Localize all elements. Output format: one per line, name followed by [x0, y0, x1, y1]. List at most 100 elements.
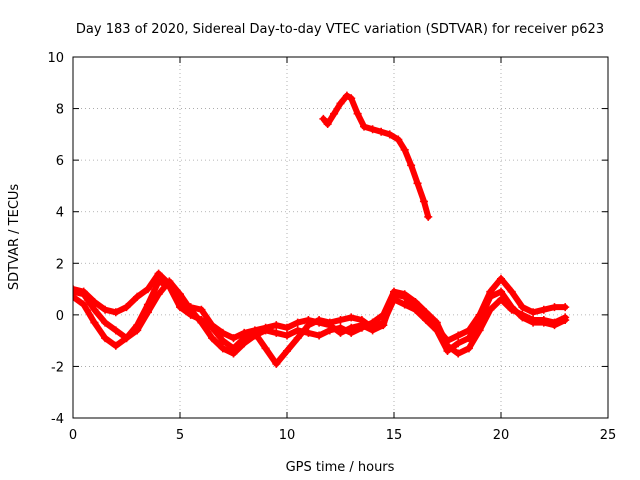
y-tick-label: -4	[51, 412, 64, 427]
data-point	[143, 285, 152, 294]
data-point	[90, 318, 99, 327]
data-point	[79, 287, 88, 296]
data-point	[475, 310, 484, 319]
series-trace-3	[73, 269, 570, 345]
data-point	[454, 349, 463, 358]
data-point	[336, 328, 345, 337]
data-point	[550, 303, 559, 312]
data-point	[357, 321, 366, 330]
data-point	[90, 297, 99, 306]
data-point	[315, 331, 324, 340]
data-point	[454, 331, 463, 340]
data-point	[304, 328, 313, 337]
data-point	[111, 341, 120, 350]
data-point	[486, 305, 495, 314]
data-point	[208, 321, 217, 330]
data-point	[518, 303, 527, 312]
data-point	[165, 279, 174, 288]
data-point	[261, 344, 270, 353]
data-point	[261, 323, 270, 332]
data-point	[529, 316, 538, 325]
data-point	[419, 197, 428, 206]
data-point	[101, 334, 110, 343]
data-point	[90, 305, 99, 314]
data-point	[250, 326, 259, 335]
data-point	[293, 326, 302, 335]
data-point	[186, 303, 195, 312]
data-point	[283, 323, 291, 332]
data-point	[464, 344, 473, 353]
data-point	[283, 346, 291, 355]
data-point	[229, 349, 238, 358]
data-point	[293, 334, 302, 343]
data-point	[101, 305, 110, 314]
y-tick-label: 4	[56, 206, 64, 221]
data-point	[218, 336, 227, 345]
data-point	[325, 321, 334, 330]
data-point	[218, 344, 227, 353]
data-point	[272, 321, 281, 330]
x-tick-label: 5	[176, 428, 184, 443]
data-point	[454, 339, 463, 348]
data-point	[272, 359, 281, 368]
data-point	[497, 274, 505, 283]
y-tick-label: -2	[51, 360, 64, 375]
data-point	[347, 313, 356, 322]
data-point	[111, 308, 120, 317]
data-point	[443, 336, 452, 345]
data-point	[390, 290, 398, 299]
y-tick-label: 8	[56, 103, 64, 118]
data-point	[529, 308, 538, 317]
data-point	[342, 91, 351, 100]
axis-ticks: 0 5 10 15 20 25 -4 -2 0 2 4 6 8 10	[47, 51, 616, 443]
data-point	[550, 318, 559, 327]
data-point	[283, 331, 291, 340]
data-point	[507, 287, 516, 296]
data-point	[385, 130, 394, 139]
data-point	[518, 310, 527, 319]
data-point	[154, 290, 163, 299]
data-point	[208, 334, 217, 343]
data-point	[122, 334, 131, 343]
data-point	[411, 303, 420, 312]
data-point	[353, 109, 362, 118]
data-point	[336, 99, 345, 108]
data-point	[218, 328, 227, 337]
data-point	[133, 326, 142, 335]
data-point	[111, 326, 120, 335]
data-point	[432, 323, 441, 332]
data-point	[360, 122, 369, 131]
data-point	[561, 313, 570, 322]
data-point	[424, 212, 433, 221]
x-axis-label: GPS time / hours	[286, 460, 395, 475]
series-trace-4	[319, 91, 433, 221]
data-point	[379, 321, 388, 330]
y-tick-label: 6	[56, 154, 64, 169]
data-point	[143, 308, 152, 317]
data-point	[73, 292, 77, 301]
data-point	[293, 318, 302, 327]
data-point	[330, 109, 339, 118]
data-point	[394, 135, 403, 144]
data-point	[122, 303, 131, 312]
data-point	[336, 316, 345, 325]
data-point	[73, 285, 77, 294]
data-point	[79, 300, 88, 309]
data-point	[539, 316, 548, 325]
x-tick-label: 0	[69, 428, 77, 443]
data-point	[154, 269, 163, 278]
data-point	[497, 295, 505, 304]
x-tick-label: 20	[493, 428, 510, 443]
data-point	[197, 305, 206, 314]
data-point	[323, 120, 332, 129]
data-point	[347, 323, 356, 332]
x-tick-label: 10	[279, 428, 296, 443]
y-tick-label: 0	[56, 309, 64, 324]
y-axis-label: SDTVAR / TECUs	[7, 184, 22, 291]
data-point	[229, 334, 238, 343]
y-tick-label: 10	[47, 51, 64, 66]
grid	[73, 57, 608, 418]
y-tick-label: 2	[56, 257, 64, 272]
data-point	[413, 179, 422, 188]
